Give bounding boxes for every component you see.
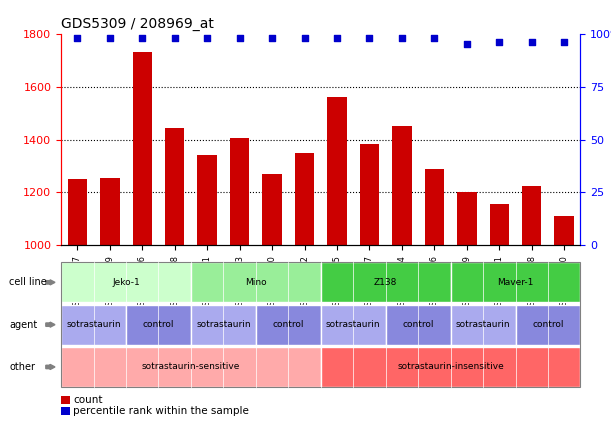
Point xyxy=(397,35,407,41)
Text: Z138: Z138 xyxy=(374,278,397,287)
Text: cell line: cell line xyxy=(9,277,47,287)
Point xyxy=(365,35,375,41)
Text: Mino: Mino xyxy=(245,278,266,287)
Text: sotrastaurin-insensitive: sotrastaurin-insensitive xyxy=(397,363,504,371)
Point xyxy=(527,39,536,46)
Point xyxy=(430,35,439,41)
Point xyxy=(462,41,472,48)
Bar xyxy=(425,169,444,245)
Bar xyxy=(457,192,477,245)
Point xyxy=(202,35,212,41)
Bar xyxy=(100,178,120,245)
Point xyxy=(73,35,82,41)
Bar xyxy=(262,174,282,245)
Text: sotrastaurin: sotrastaurin xyxy=(456,320,510,329)
Point xyxy=(235,35,244,41)
Text: count: count xyxy=(73,395,103,405)
Point xyxy=(332,35,342,41)
Point xyxy=(105,35,115,41)
Bar xyxy=(360,143,379,245)
Text: Jeko-1: Jeko-1 xyxy=(112,278,140,287)
Point xyxy=(267,35,277,41)
Text: agent: agent xyxy=(9,320,37,330)
Text: Maver-1: Maver-1 xyxy=(497,278,534,287)
Text: GDS5309 / 208969_at: GDS5309 / 208969_at xyxy=(61,17,214,31)
Text: percentile rank within the sample: percentile rank within the sample xyxy=(73,406,249,416)
Text: control: control xyxy=(532,320,564,329)
Point xyxy=(299,35,309,41)
Text: sotrastaurin: sotrastaurin xyxy=(196,320,251,329)
Bar xyxy=(392,126,412,245)
Point xyxy=(559,39,569,46)
Point xyxy=(170,35,180,41)
Bar xyxy=(295,153,314,245)
Text: control: control xyxy=(403,320,434,329)
Bar xyxy=(165,128,185,245)
Text: control: control xyxy=(143,320,174,329)
Point xyxy=(494,39,504,46)
Bar xyxy=(522,186,541,245)
Bar xyxy=(230,138,249,245)
Bar xyxy=(489,204,509,245)
Bar xyxy=(133,52,152,245)
Point xyxy=(137,35,147,41)
Text: other: other xyxy=(9,362,35,372)
Bar xyxy=(554,216,574,245)
Bar xyxy=(327,97,347,245)
Bar xyxy=(68,179,87,245)
Text: sotrastaurin-sensitive: sotrastaurin-sensitive xyxy=(142,363,240,371)
Text: control: control xyxy=(273,320,304,329)
Text: sotrastaurin: sotrastaurin xyxy=(326,320,381,329)
Text: sotrastaurin: sotrastaurin xyxy=(66,320,121,329)
Bar xyxy=(197,156,217,245)
